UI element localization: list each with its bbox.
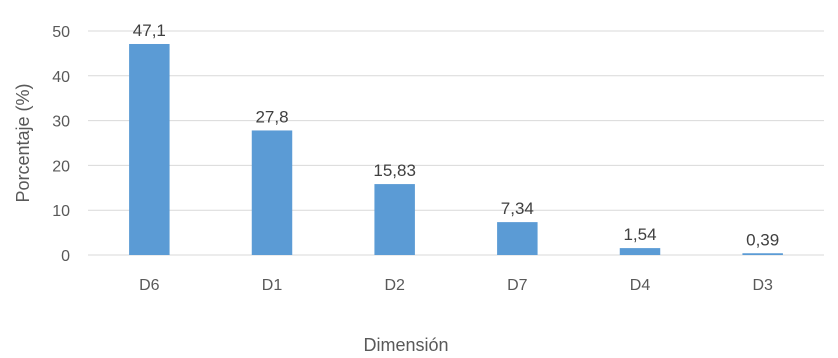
x-tick-labels: D6 D1 D2 D7 D4 D3 bbox=[139, 277, 773, 294]
x-tick-label-d6: D6 bbox=[139, 277, 160, 294]
data-label-d3: 0,39 bbox=[746, 230, 779, 249]
y-tick-label: 20 bbox=[52, 158, 70, 175]
y-tick-label: 50 bbox=[52, 24, 70, 41]
bar-d6 bbox=[129, 43, 170, 255]
y-tick-label: 30 bbox=[52, 114, 70, 131]
x-tick-label-d2: D2 bbox=[384, 277, 405, 294]
y-tick-label: 40 bbox=[52, 69, 70, 86]
y-tick-labels: 0 10 20 30 40 50 bbox=[52, 24, 70, 265]
gridlines bbox=[88, 30, 824, 256]
y-tick-label: 0 bbox=[61, 248, 70, 265]
bar-d4 bbox=[619, 248, 661, 255]
bar-d3 bbox=[742, 253, 783, 255]
x-tick-label-d7: D7 bbox=[507, 277, 528, 294]
data-label-d4: 1,54 bbox=[623, 225, 656, 244]
data-label-d7: 7,34 bbox=[501, 199, 534, 218]
data-labels: 47,1 27,8 15,83 7,34 1,54 0,39 bbox=[133, 21, 779, 249]
y-axis-title: Porcentaje (%) bbox=[13, 83, 33, 202]
bars bbox=[129, 43, 783, 255]
x-tick-label-d4: D4 bbox=[630, 277, 651, 294]
data-label-d1: 27,8 bbox=[255, 107, 288, 126]
data-label-d2: 15,83 bbox=[373, 161, 416, 180]
x-tick-label-d1: D1 bbox=[262, 277, 283, 294]
data-label-d6: 47,1 bbox=[133, 21, 166, 40]
bar-d1 bbox=[251, 130, 293, 255]
x-tick-label-d3: D3 bbox=[752, 277, 773, 294]
y-tick-label: 10 bbox=[52, 203, 70, 220]
bar-d2 bbox=[374, 184, 415, 255]
x-axis-title: Dimensión bbox=[363, 335, 448, 355]
bar-d7 bbox=[497, 222, 538, 255]
